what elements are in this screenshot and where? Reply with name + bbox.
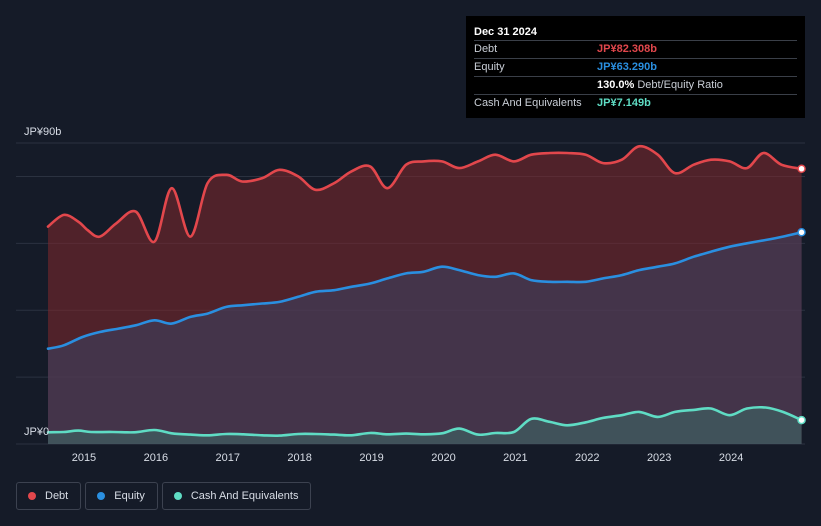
x-tick-2023: 2023 [647, 452, 671, 464]
x-axis-ticks: 2015 2016 2017 2018 2019 2020 2021 2022 2023 2024 [72, 452, 744, 464]
debt-end-point [797, 164, 806, 174]
tooltip-equity-value: JP¥63.290b [597, 61, 657, 73]
tooltip-debt-value: JP¥82.308b [597, 43, 657, 55]
tooltip-cash-label: Cash And Equivalents [474, 97, 582, 109]
legend-item-debt[interactable]: Debt [16, 482, 82, 510]
equity-line [46, 231, 803, 350]
tooltip-ratio-label: Debt/Equity Ratio [637, 79, 723, 91]
equity-area [48, 232, 802, 444]
series-lines [46, 144, 803, 438]
x-tick-2019: 2019 [359, 452, 383, 464]
debt-dot-icon [28, 492, 36, 500]
equity-dot-icon [97, 492, 106, 500]
tooltip-row-ratio: 130.0% Debt/Equity Ratio [474, 76, 797, 94]
cash-dot-icon [173, 492, 182, 500]
x-tick-2022: 2022 [575, 452, 599, 464]
series-endpoints [797, 164, 806, 425]
series-areas [48, 146, 802, 445]
tooltip-row-cash: Cash And Equivalents JP¥7.149b [474, 94, 797, 112]
tooltip-panel: Dec 31 2024 Debt JP¥82.308b Equity JP¥63… [466, 16, 805, 118]
x-tick-2021: 2021 [503, 452, 527, 464]
debt-line [46, 144, 803, 244]
legend: Debt Equity Cash And Equivalents [16, 482, 312, 510]
cash-and-equivalents-line [46, 405, 803, 438]
tooltip-row-equity: Equity JP¥63.290b [474, 58, 797, 76]
y-axis-bottom-label: JP¥0 [24, 426, 49, 438]
x-tick-2018: 2018 [287, 452, 311, 464]
legend-item-equity[interactable]: Equity [85, 482, 158, 510]
tooltip-cash-value: JP¥7.149b [597, 97, 651, 109]
x-tick-2017: 2017 [216, 452, 240, 464]
legend-debt-label: Debt [45, 490, 69, 502]
x-tick-2016: 2016 [144, 452, 168, 464]
legend-cash-label: Cash And Equivalents [190, 490, 299, 502]
tooltip-ratio-value: 130.0% [597, 79, 635, 91]
tooltip-date: Dec 31 2024 [474, 26, 537, 38]
equity-end-point [797, 228, 806, 237]
tooltip-row-debt: Debt JP¥82.308b [474, 40, 797, 58]
tooltip-debt-label: Debt [474, 43, 498, 55]
x-tick-2015: 2015 [72, 452, 96, 464]
x-tick-2024: 2024 [719, 452, 743, 464]
tooltip-equity-label: Equity [474, 61, 505, 73]
x-tick-2020: 2020 [431, 452, 455, 464]
y-axis-top-label: JP¥90b [24, 126, 61, 138]
legend-item-cash[interactable]: Cash And Equivalents [161, 482, 312, 510]
cash-and-equivalents-end-point [797, 415, 806, 425]
legend-equity-label: Equity [114, 490, 145, 502]
